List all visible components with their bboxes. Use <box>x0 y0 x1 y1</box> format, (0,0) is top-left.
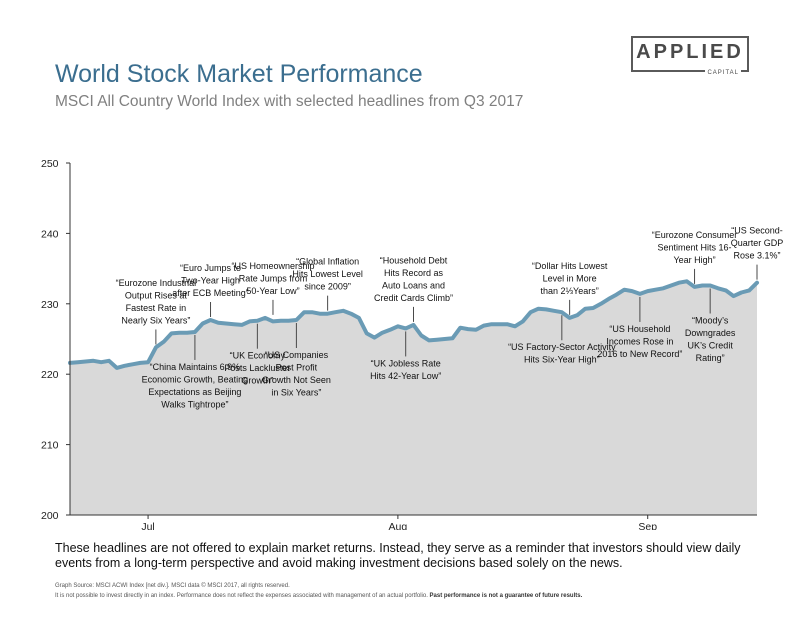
annotation-line: “Moody’s <box>692 315 729 325</box>
headline-annotation: “Euro Jumps to Two-Year High after ECB Mee… <box>172 263 249 298</box>
annotation-line: Hits Record as <box>384 268 444 278</box>
y-tick-label: 220 <box>41 369 59 381</box>
headline-annotation: “China Maintains 6.9% Economic Growth, Be… <box>142 362 249 410</box>
chart-subtitle: MSCI All Country World Index with select… <box>55 93 524 110</box>
headline-annotation: “US Companies Post Profit Growth Not Seen i… <box>262 350 331 398</box>
annotation-line: “Global Inflation <box>296 257 359 267</box>
headline-annotation: “Eurozone Consumer Sentiment Hits 16- Year… <box>652 230 738 265</box>
annotation-line: Nearly Six Years” <box>121 315 190 325</box>
headline-annotation: “US Homeownership Rate Jumps from 50-Year … <box>231 261 314 296</box>
annotation-line: Sentiment Hits 16- <box>658 242 732 252</box>
annotation-line: Post Profit <box>276 362 318 372</box>
annotation-line: “China Maintains 6.9% <box>150 362 241 372</box>
headline-annotation: “Household Debt Hits Record as Auto Loans … <box>374 255 453 303</box>
annotation-line: Quarter GDP <box>731 238 784 248</box>
applied-capital-logo: APPLIED CAPITAL <box>631 36 749 76</box>
headline-annotation: “UK Jobless Rate Hits 42-Year Low” <box>370 358 441 381</box>
logo-wordmark: APPLIED <box>636 41 744 63</box>
headline-annotation: “US Factory-Sector Activity Hits Six-Year… <box>508 342 616 365</box>
x-tick-label: Sep <box>638 521 657 530</box>
annotation-line: Expectations as Beijing <box>148 387 241 397</box>
annotation-line: UK’s Credit <box>687 340 733 350</box>
disclaimer-bold: Past performance is not a guarantee of f… <box>429 593 583 599</box>
annotation-line: Hits Lowest Level <box>292 269 363 279</box>
annotation-line: Credit Cards Climb” <box>374 293 453 303</box>
annotation-line: “Euro Jumps to <box>180 263 241 273</box>
annotation-line: “US Factory-Sector Activity <box>508 342 616 352</box>
headline-annotation: “UK Economy Posts Lackluster Growth” <box>224 351 290 386</box>
headline-disclaimer-note: These headlines are not offered to expla… <box>55 541 741 570</box>
annotation-line: Hits Six-Year High” <box>524 355 600 365</box>
headline-annotation: “US Second- Quarter GDP Rose 3.1%” <box>731 226 784 261</box>
annotation-line: Hits 42-Year Low” <box>370 371 441 381</box>
series-line <box>68 279 759 370</box>
annotation-line: “Household Debt <box>380 255 448 265</box>
annotation-line: 50-Year Low” <box>246 286 299 296</box>
headline-annotation: “Dollar Hits Lowest Level in More than 2⅓Y… <box>532 261 608 296</box>
annotation-line: Incomes Rose in <box>606 336 673 346</box>
annotation-line: Rose 3.1%” <box>733 251 780 261</box>
annotation-line: Walks Tightrope” <box>161 399 228 409</box>
x-tick-label: Aug <box>389 521 408 530</box>
annotation-line: “UK Jobless Rate <box>371 358 441 368</box>
annotation-line: “US Companies <box>265 350 329 360</box>
annotation-line: “UK Economy <box>230 351 286 361</box>
annotation-line: Posts Lackluster <box>224 363 290 373</box>
headline-annotation: “Global Inflation Hits Lowest Level since … <box>292 257 363 292</box>
y-tick-label: 250 <box>41 158 59 170</box>
chart-title: World Stock Market Performance <box>55 60 423 88</box>
annotation-line: Growth” <box>241 376 273 386</box>
annotation-line: Fastest Rate in <box>126 303 187 313</box>
annotation-line: Output Rises at <box>125 290 188 300</box>
series-area-fill <box>70 281 757 515</box>
logo-subtext: CAPITAL <box>705 70 741 76</box>
graph-source: Graph Source: MSCI ACWI Index [net div.]… <box>55 583 290 589</box>
investment-disclaimer: It is not possible to invest directly in… <box>55 593 582 599</box>
annotation-line: Downgrades <box>685 328 736 338</box>
market-area-chart: 200 210 220 230 240 250 Jul Aug Sep “Eurozone Ind… <box>41 158 784 530</box>
annotation-line: Year High” <box>673 255 715 265</box>
x-tick-label: Jul <box>141 521 154 530</box>
annotation-line: “Dollar Hits Lowest <box>532 261 608 271</box>
annotation-line: since 2009” <box>304 282 351 292</box>
annotation-line: after ECB Meeting” <box>172 288 249 298</box>
annotation-line: “Eurozone Consumer <box>652 230 738 240</box>
annotation-line: Rate Jumps from <box>239 273 308 283</box>
annotation-line: “US Household <box>609 324 670 334</box>
headline-annotation: “Moody’s Downgrades UK’s Credit Rating” <box>685 315 736 363</box>
annotation-line: Two-Year High <box>181 275 240 285</box>
annotation-line: Level in More <box>543 273 597 283</box>
annotation-line: Auto Loans and <box>382 280 445 290</box>
headline-annotation: “US Household Incomes Rose in 2016 to New … <box>597 324 682 359</box>
annotation-line: 2016 to New Record” <box>597 349 682 359</box>
annotation-line: Rating” <box>696 353 725 363</box>
y-tick-label: 230 <box>41 299 59 311</box>
annotation-line: Growth Not Seen <box>262 375 331 385</box>
annotation-line: “Eurozone Industrial <box>116 278 197 288</box>
annotation-line: Economic Growth, Beating <box>142 374 249 384</box>
y-tick-label: 200 <box>41 510 59 522</box>
y-tick-label: 210 <box>41 440 59 452</box>
headline-annotation: “Eurozone Industrial Output Rises at Faste… <box>116 278 197 326</box>
disclaimer-text: It is not possible to invest directly in… <box>55 593 428 599</box>
annotation-line: “US Second- <box>731 226 783 236</box>
annotation-line: in Six Years” <box>271 387 321 397</box>
annotation-line: “US Homeownership <box>231 261 314 271</box>
annotation-line: than 2⅓Years” <box>541 286 599 296</box>
y-tick-label: 240 <box>41 228 59 240</box>
